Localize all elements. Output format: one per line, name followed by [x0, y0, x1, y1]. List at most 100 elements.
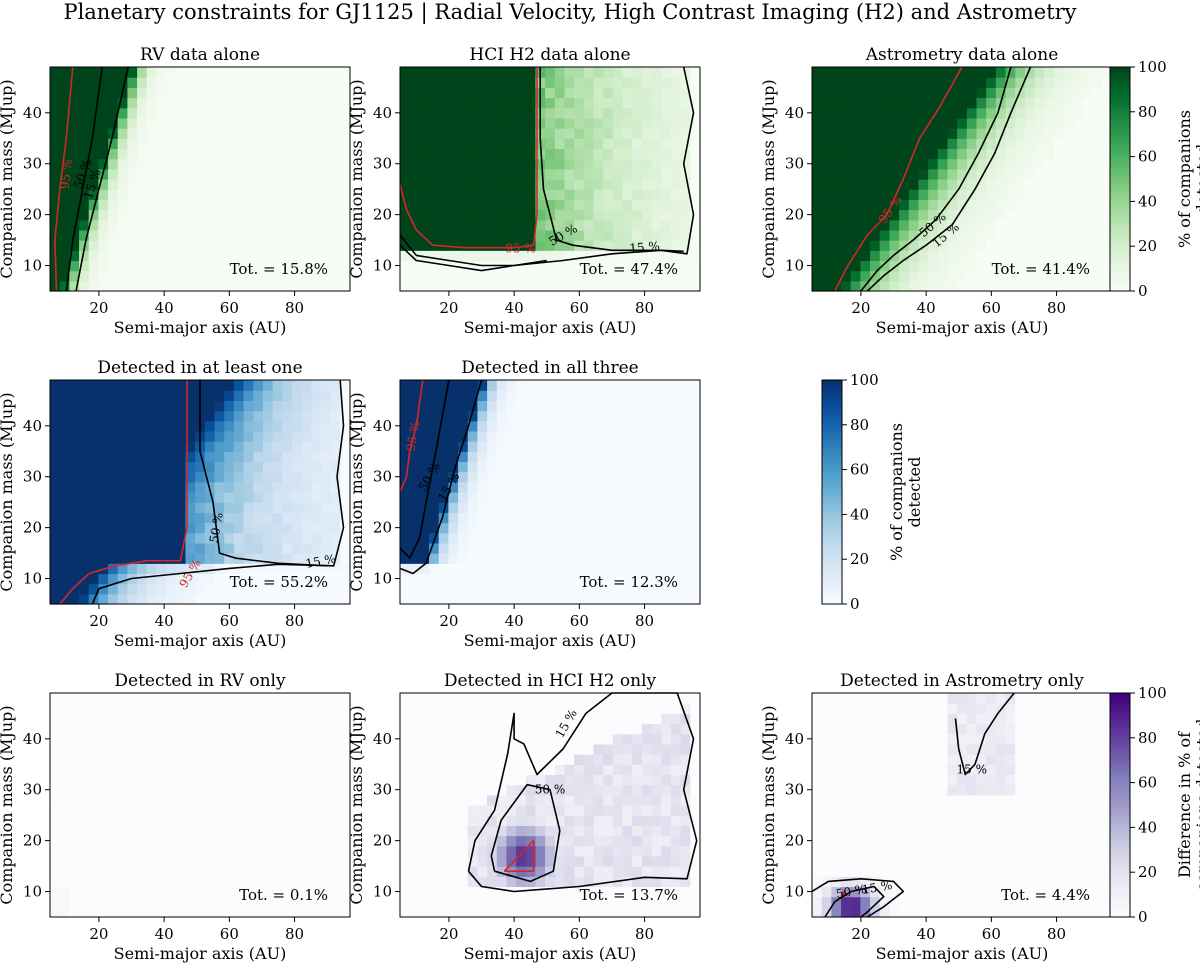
heatmap-cell: [137, 219, 148, 231]
heatmap-cell: [409, 461, 420, 473]
heatmap-cell: [680, 815, 691, 826]
heatmap-cell: [1102, 199, 1113, 211]
heatmap-cell: [574, 743, 585, 755]
heatmap-cell: [320, 733, 332, 745]
heatmap-cell: [535, 270, 546, 282]
heatmap-cell: [583, 441, 595, 452]
heatmap-cell: [487, 179, 498, 190]
heatmap-cell: [622, 390, 633, 401]
heatmap-cell: [311, 794, 322, 806]
heatmap-cell: [535, 451, 546, 463]
heatmap-cell: [622, 835, 633, 847]
heatmap-cell: [574, 441, 585, 452]
heatmap-cell: [156, 280, 167, 292]
heatmap-cell: [79, 97, 90, 109]
heatmap-cell: [50, 158, 61, 170]
heatmap-cell: [554, 743, 566, 755]
heatmap-cell: [146, 583, 158, 595]
heatmap-cell: [879, 138, 891, 150]
heatmap-cell: [583, 542, 595, 554]
heatmap-cell: [612, 471, 624, 483]
heatmap-cell: [214, 420, 225, 432]
heatmap-cell: [477, 794, 488, 806]
heatmap-cell: [340, 825, 351, 837]
heatmap-cell: [477, 855, 488, 867]
heatmap-cell: [253, 522, 264, 534]
heatmap-cell: [243, 542, 254, 554]
heatmap-cell: [330, 542, 341, 554]
heatmap-cell: [448, 97, 459, 109]
heatmap-cell: [1073, 168, 1084, 180]
heatmap-cell: [1024, 67, 1036, 78]
heatmap-cell: [1005, 117, 1016, 129]
heatmap-cell: [282, 784, 293, 796]
heatmap-cell: [651, 138, 662, 150]
heatmap-cell: [957, 199, 968, 211]
heatmap-cell: [301, 390, 312, 401]
heatmap-cell: [262, 128, 274, 139]
heatmap-cell: [419, 512, 430, 524]
heatmap-cell: [574, 128, 585, 139]
heatmap-cell: [535, 815, 546, 826]
heatmap-cell: [487, 906, 498, 918]
heatmap-cell: [545, 441, 556, 452]
heatmap-cell: [185, 451, 196, 463]
heatmap-cell: [487, 583, 498, 595]
heatmap-cell: [661, 825, 672, 837]
y-tick-label: 10: [373, 883, 392, 901]
heatmap-cell: [253, 866, 264, 877]
heatmap-cell: [79, 219, 90, 231]
heatmap-cell: [311, 280, 322, 292]
heatmap-cell: [670, 148, 682, 160]
heatmap-cell: [850, 179, 861, 190]
heatmap-cell: [419, 168, 430, 180]
heatmap-cell: [525, 420, 537, 432]
heatmap-cell: [340, 855, 351, 867]
heatmap-cell: [419, 410, 430, 422]
heatmap-cell: [545, 794, 556, 806]
heatmap-cell: [429, 270, 440, 282]
heatmap-cell: [429, 189, 440, 200]
heatmap-cell: [506, 199, 517, 211]
heatmap-cell: [233, 240, 245, 251]
heatmap-cell: [291, 743, 303, 755]
heatmap-cell: [175, 906, 187, 918]
heatmap-cell: [545, 77, 556, 88]
heatmap-cell: [340, 492, 351, 503]
heatmap-cell: [603, 583, 614, 595]
heatmap-cell: [612, 128, 624, 139]
heatmap-cell: [214, 128, 225, 139]
heatmap-cell: [487, 250, 498, 262]
heatmap-cell: [593, 886, 604, 898]
heatmap-cell: [79, 693, 90, 704]
heatmap-cell: [937, 199, 949, 211]
heatmap-cell: [467, 410, 479, 422]
heatmap-cell: [821, 138, 832, 150]
heatmap-cell: [477, 764, 488, 776]
heatmap-cell: [1082, 199, 1094, 211]
heatmap-cell: [137, 138, 148, 150]
heatmap-cell: [525, 97, 537, 109]
heatmap-cell: [175, 835, 187, 847]
heatmap-cell: [175, 390, 187, 401]
heatmap-cell: [50, 219, 61, 231]
heatmap-cell: [812, 723, 823, 735]
heatmap-cell: [438, 693, 449, 704]
heatmap-cell: [282, 593, 293, 605]
heatmap-cell: [918, 209, 929, 221]
heatmap-cell: [204, 138, 216, 150]
heatmap-cell: [603, 764, 614, 776]
heatmap-cell: [812, 87, 823, 99]
heatmap-cell: [301, 199, 312, 211]
heatmap-cell: [59, 260, 70, 272]
heatmap-cell: [88, 107, 99, 119]
heatmap-cell: [564, 77, 575, 88]
heatmap-cell: [108, 492, 119, 503]
heatmap-cell: [554, 532, 566, 544]
heatmap-cell: [233, 512, 245, 524]
heatmap-cell: [233, 179, 245, 190]
heatmap-cell: [593, 866, 604, 877]
heatmap-cell: [690, 886, 701, 898]
heatmap-cell: [400, 461, 411, 473]
heatmap-cell: [506, 97, 517, 109]
